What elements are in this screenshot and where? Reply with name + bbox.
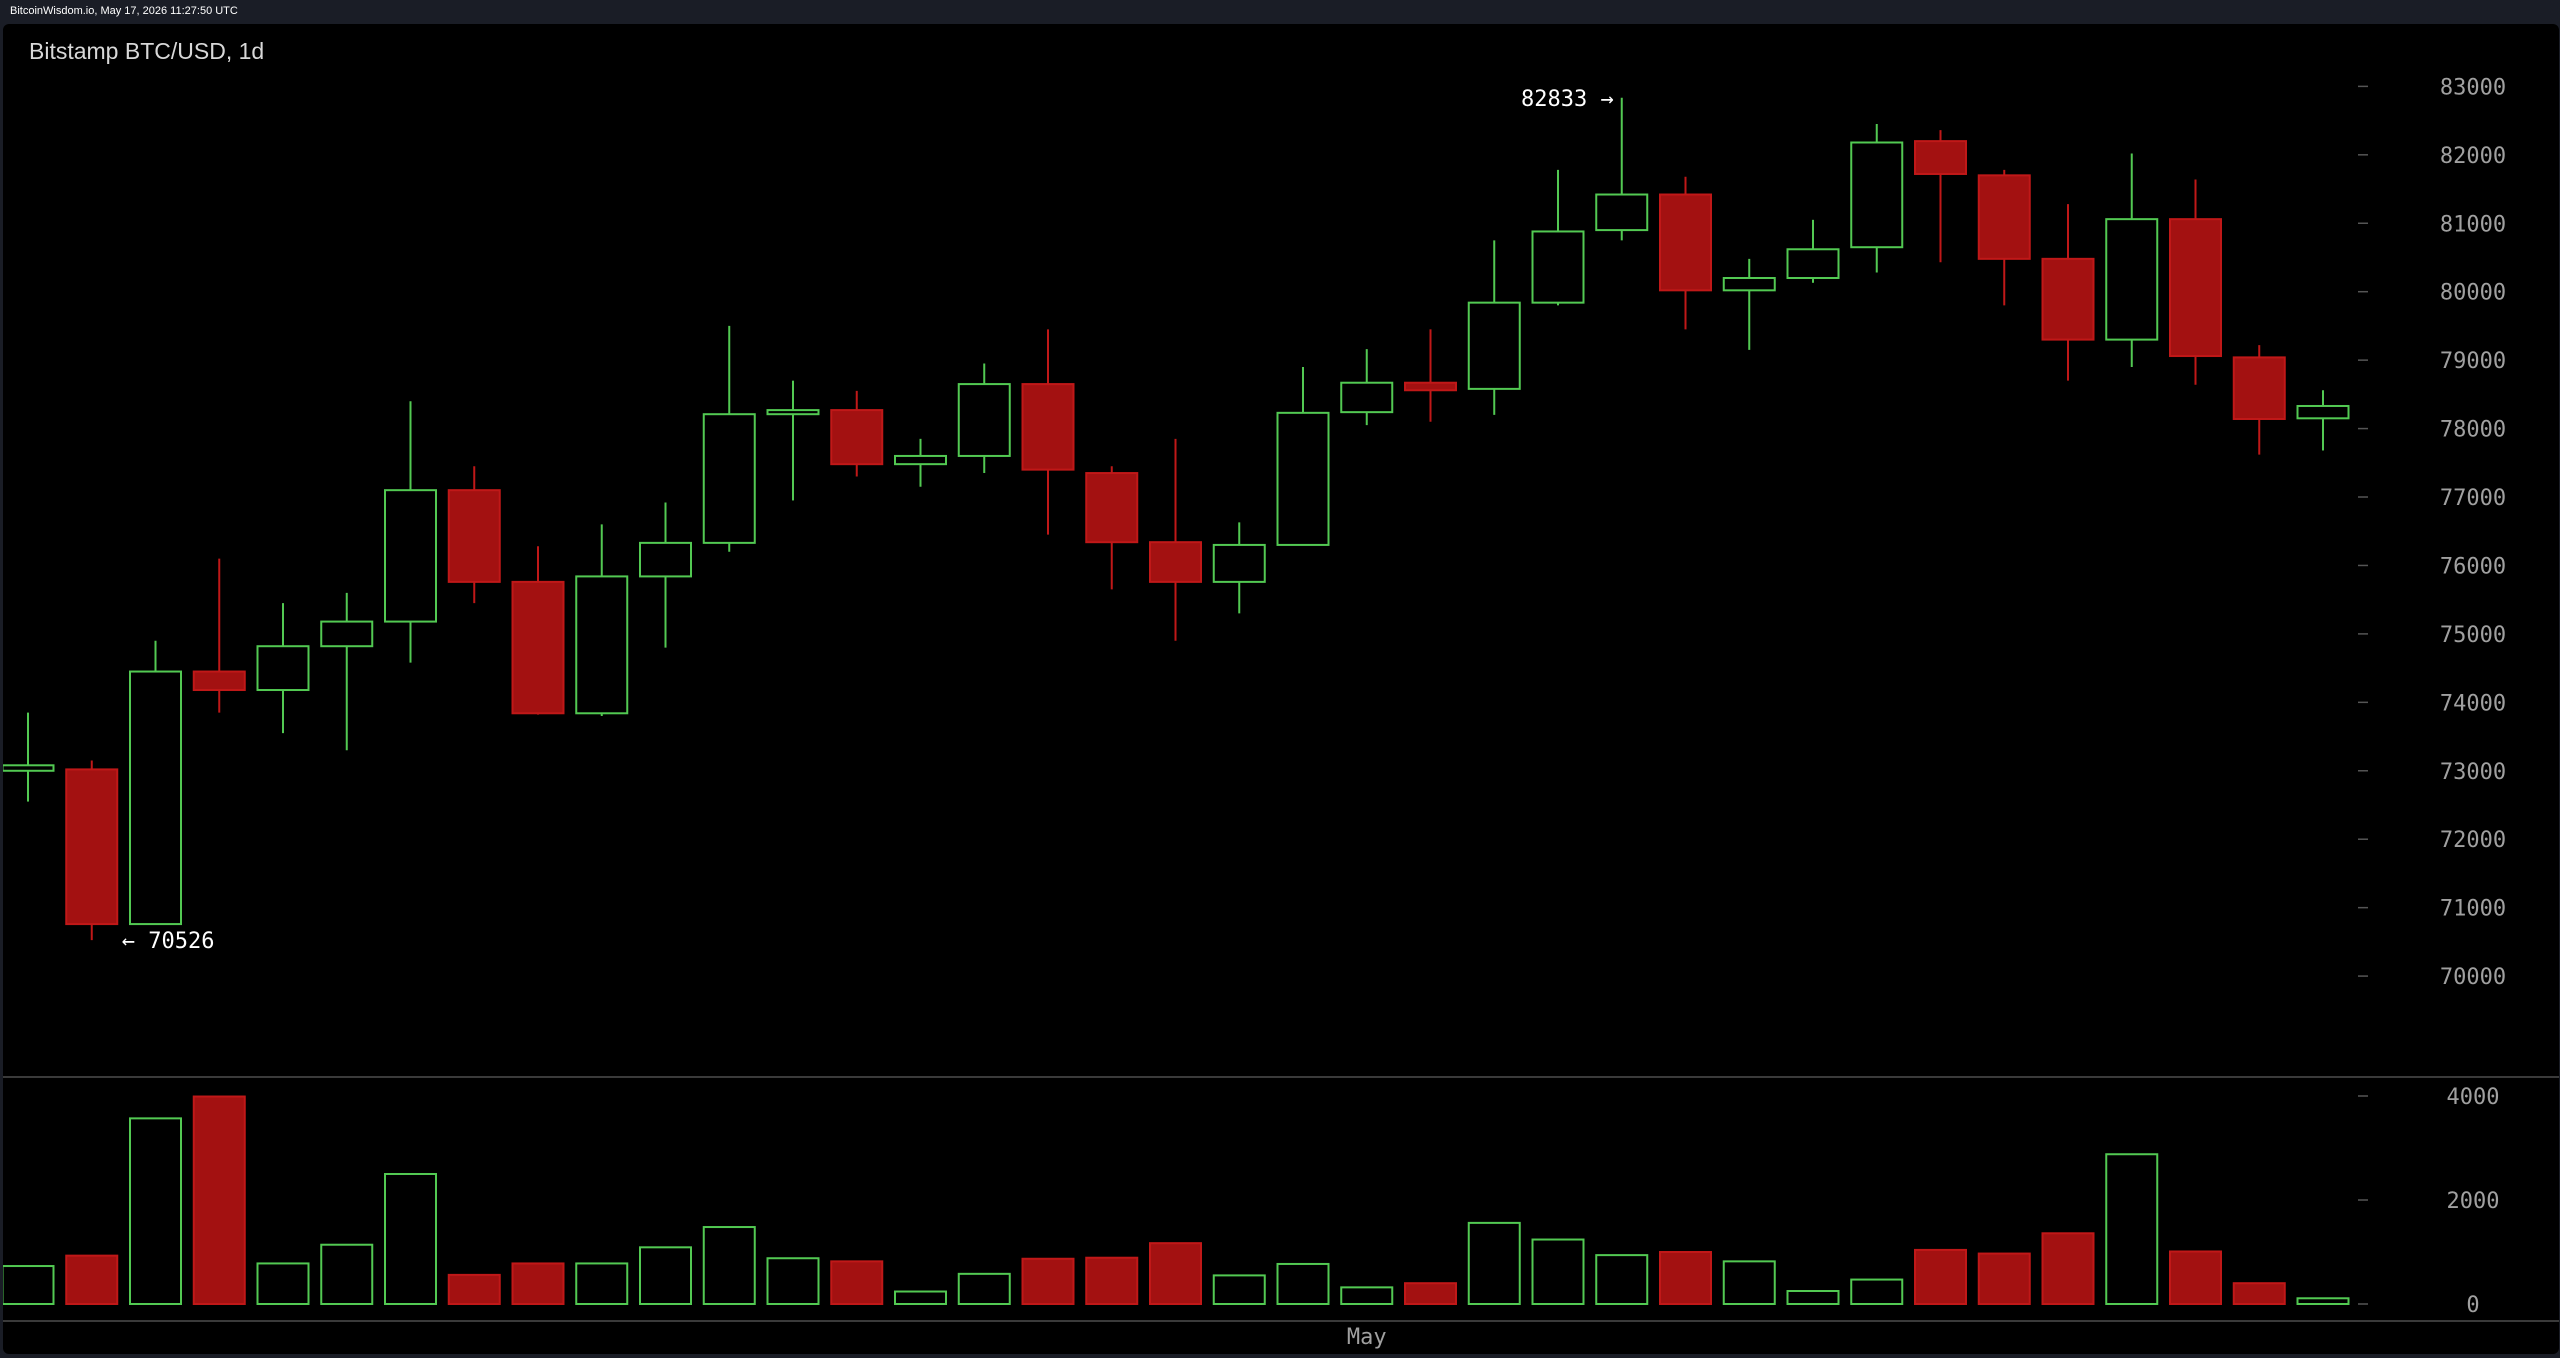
volume-bar[interactable] [1722, 1260, 1776, 1305]
price-tick-label: 72000 [2440, 828, 2506, 853]
volume-bar[interactable] [1212, 1274, 1266, 1306]
candle-body[interactable] [2169, 218, 2222, 358]
volume-bar[interactable] [639, 1246, 692, 1305]
volume-bar[interactable] [575, 1262, 629, 1305]
volume-bar[interactable] [256, 1262, 310, 1305]
candle-body[interactable] [894, 454, 947, 466]
candle-body[interactable] [1212, 543, 1266, 583]
volume-bar[interactable] [65, 1254, 119, 1306]
candle-body[interactable] [256, 645, 310, 692]
volume-bar[interactable] [3, 1265, 55, 1306]
volume-bar[interactable] [1276, 1262, 1330, 1305]
volume-bar[interactable] [1021, 1257, 1075, 1306]
candle-body[interactable] [830, 409, 884, 466]
candle-body[interactable] [1531, 230, 1585, 304]
volume-bar[interactable] [957, 1272, 1011, 1305]
volume-bar[interactable] [1914, 1248, 1967, 1306]
high-annotation: 82833 → [1521, 87, 1614, 112]
volume-tick-label: 0 [2466, 1293, 2479, 1318]
candle-body[interactable] [1467, 301, 1521, 390]
chart-frame[interactable]: Bitstamp BTC/USD, 1d 70000 71000 72000 7300… [3, 24, 2559, 1354]
volume-bar[interactable] [1340, 1286, 1394, 1305]
volume-bar[interactable] [129, 1117, 182, 1305]
candle-body[interactable] [447, 489, 501, 583]
volume-bar[interactable] [2041, 1232, 2095, 1306]
price-tick-label: 82000 [2440, 144, 2506, 169]
x-axis-label: May [1347, 1325, 1387, 1350]
candlestick-chart[interactable]: 70000 71000 72000 73000 74000 75000 76000 77000… [3, 24, 2559, 1354]
candle-body[interactable] [384, 489, 437, 623]
volume-bar[interactable] [2296, 1297, 2350, 1306]
volume-bar[interactable] [1850, 1278, 1904, 1306]
candle-body[interactable] [320, 620, 374, 648]
candle-body[interactable] [575, 575, 629, 715]
candle-body[interactable] [957, 383, 1011, 457]
volume-bar[interactable] [447, 1273, 501, 1306]
price-tick-label: 83000 [2440, 75, 2506, 100]
volume-bar[interactable] [702, 1226, 756, 1306]
candle-body[interactable] [1276, 411, 1330, 546]
volume-bar[interactable] [766, 1257, 820, 1305]
low-annotation: ← 70526 [122, 929, 215, 954]
volume-bar[interactable] [1467, 1221, 1521, 1306]
candle-body[interactable] [129, 670, 182, 926]
candle-body[interactable] [1722, 277, 1776, 292]
volume-bar[interactable] [1531, 1238, 1585, 1306]
candle-body[interactable] [192, 670, 246, 692]
volume-bar[interactable] [511, 1262, 565, 1305]
volume-bar[interactable] [2169, 1250, 2222, 1305]
price-tick-label: 70000 [2440, 965, 2506, 990]
price-tick-label: 73000 [2440, 760, 2506, 785]
price-tick-label: 79000 [2440, 349, 2506, 374]
candle-body[interactable] [1786, 248, 1840, 280]
candle-body[interactable] [2105, 218, 2159, 341]
candle-body[interactable] [1914, 140, 1967, 175]
volume-bar[interactable] [1659, 1251, 1712, 1305]
candle-body[interactable] [511, 580, 565, 715]
volume-bar[interactable] [192, 1095, 246, 1306]
candle-body[interactable] [1595, 193, 1649, 232]
volume-bar[interactable] [2232, 1282, 2286, 1305]
candle-body[interactable] [1977, 174, 2031, 260]
candle-body[interactable] [1021, 383, 1075, 471]
price-tick-label: 80000 [2440, 281, 2506, 306]
volume-bar[interactable] [384, 1173, 437, 1305]
price-tick-label: 77000 [2440, 486, 2506, 511]
candle-body[interactable] [1404, 381, 1457, 392]
price-tick-label: 75000 [2440, 623, 2506, 648]
candle-body[interactable] [65, 768, 119, 926]
volume-bar[interactable] [2105, 1153, 2159, 1305]
volume-bar[interactable] [1404, 1282, 1457, 1305]
candle-body[interactable] [1340, 381, 1394, 414]
volume-bar[interactable] [1977, 1252, 2031, 1306]
candle-body[interactable] [702, 413, 756, 544]
candle-body[interactable] [3, 764, 55, 772]
price-tick-label: 74000 [2440, 691, 2506, 716]
price-tick-label: 78000 [2440, 418, 2506, 443]
volume-tick-label: 2000 [2447, 1189, 2500, 1214]
price-tick-label: 76000 [2440, 554, 2506, 579]
volume-bar[interactable] [1149, 1242, 1202, 1306]
volume-bar[interactable] [1085, 1256, 1139, 1305]
price-tick-label: 71000 [2440, 897, 2506, 922]
candle-body[interactable] [1149, 541, 1202, 583]
volume-tick-label: 4000 [2447, 1085, 2500, 1110]
candle-body[interactable] [2296, 404, 2350, 420]
candle-body[interactable] [639, 541, 692, 578]
candle-body[interactable] [1850, 141, 1904, 249]
source-label: BitcoinWisdom.io, May 17, 2026 11:27:50 … [10, 5, 238, 17]
volume-bar[interactable] [1595, 1254, 1649, 1305]
volume-bar[interactable] [894, 1290, 947, 1306]
volume-bar[interactable] [1786, 1290, 1840, 1305]
candle-body[interactable] [1085, 472, 1139, 544]
volume-bar[interactable] [830, 1260, 884, 1305]
top-bar: BitcoinWisdom.io, May 17, 2026 11:27:50 … [0, 0, 2560, 24]
volume-bar[interactable] [320, 1243, 374, 1305]
candle-body[interactable] [2232, 356, 2286, 420]
candle-body[interactable] [1659, 193, 1712, 292]
candle-body[interactable] [766, 409, 820, 416]
candle-body[interactable] [2041, 257, 2095, 341]
chart-title: Bitstamp BTC/USD, 1d [29, 38, 265, 64]
price-tick-label: 81000 [2440, 212, 2506, 237]
